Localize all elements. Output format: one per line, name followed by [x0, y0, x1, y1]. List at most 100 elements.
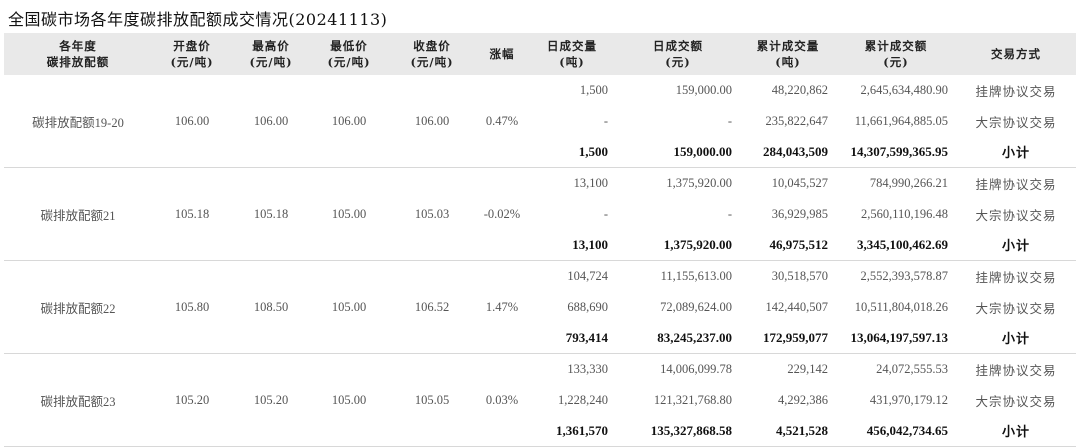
header-open: 开盘价 (元/吨): [152, 33, 232, 75]
daily-amount: 1,375,920.00: [666, 175, 732, 190]
low-price: 105.00: [310, 167, 388, 262]
trade-method: 大宗协议交易: [975, 301, 1057, 316]
table-row: - - 36,929,985 2,560,110,196.48 大宗协议交易: [4, 199, 1076, 230]
daily-amount: 11,155,613.00: [660, 268, 732, 283]
high-price: 105.20: [232, 353, 310, 447]
trade-method: 小计: [956, 229, 1076, 262]
cum-amount: 2,560,110,196.48: [860, 206, 948, 221]
daily-amount: 83,245,237.00: [616, 322, 740, 355]
cum-volume: 30,518,570: [771, 268, 828, 283]
daily-volume: -: [603, 206, 608, 221]
trade-method: 挂牌协议交易: [975, 364, 1057, 379]
trade-method: 挂牌协议交易: [975, 177, 1057, 192]
trade-method: 挂牌协议交易: [975, 84, 1057, 99]
close-price: 106.00: [388, 75, 476, 169]
daily-volume: 13,100: [573, 175, 608, 190]
subtotal-row: 13,100 1,375,920.00 46,975,512 3,345,100,46…: [4, 229, 1076, 262]
daily-amount: 14,006,099.78: [660, 362, 732, 377]
trade-method: 挂牌协议交易: [975, 270, 1057, 285]
daily-volume: 104,724: [567, 268, 608, 283]
daily-amount: 72,089,624.00: [660, 299, 732, 314]
table-row: 688,690 72,089,624.00 142,440,507 10,511,80…: [4, 292, 1076, 323]
cum-amount: 3,345,100,462.69: [836, 229, 956, 262]
header-daily-volume: 日成交量 (吨): [528, 33, 616, 75]
daily-volume: 1,228,240: [558, 392, 608, 407]
trade-method: 小计: [956, 322, 1076, 355]
close-price: 106.52: [388, 260, 476, 355]
header-change: 涨幅: [476, 33, 528, 75]
header-daily-amount: 日成交额 (元): [616, 33, 740, 75]
cum-amount: 456,042,734.65: [836, 415, 956, 447]
cum-amount: 11,661,964,885.05: [854, 113, 948, 128]
cum-volume: 235,822,647: [765, 113, 829, 128]
open-price: 105.18: [152, 167, 232, 262]
open-price: 105.20: [152, 353, 232, 447]
cum-amount: 784,990,266.21: [869, 175, 948, 190]
close-price: 105.03: [388, 167, 476, 262]
daily-amount: 121,321,768.80: [653, 392, 732, 407]
trade-method: 大宗协议交易: [975, 115, 1057, 130]
header-row: 各年度 碳排放配额 开盘价 (元/吨) 最高价 (元/吨) 最低价 (元/吨) …: [4, 33, 1076, 75]
trade-method: 大宗协议交易: [975, 394, 1057, 409]
carbon-trading-table: 各年度 碳排放配额 开盘价 (元/吨) 最高价 (元/吨) 最低价 (元/吨) …: [4, 33, 1076, 447]
table-row: 碳排放配额22 105.80 108.50 105.00 106.52 1.47% 104,…: [4, 260, 1076, 355]
trade-method: 小计: [956, 415, 1076, 447]
cum-amount: 2,645,634,480.90: [860, 82, 949, 97]
low-price: 105.00: [310, 260, 388, 355]
high-price: 105.18: [232, 167, 310, 262]
daily-amount: 159,000.00: [675, 82, 732, 97]
cum-amount: 431,970,179.12: [869, 392, 948, 407]
open-price: 105.80: [152, 260, 232, 355]
page-title: 全国碳市场各年度碳排放配额成交情况(20241113): [8, 10, 388, 29]
header-cum-volume: 累计成交量 (吨): [740, 33, 836, 75]
close-price: 105.05: [388, 353, 476, 447]
price-change: 0.47%: [476, 75, 528, 169]
cum-volume: 229,142: [787, 362, 828, 377]
daily-amount: 159,000.00: [616, 136, 740, 169]
daily-volume: 1,500: [579, 82, 608, 97]
table-row: - - 235,822,647 11,661,964,885.05 大宗协议交易: [4, 106, 1076, 137]
cum-amount: 24,072,555.53: [876, 362, 948, 377]
low-price: 106.00: [310, 75, 388, 169]
daily-amount: -: [727, 206, 732, 221]
header-close: 收盘价 (元/吨): [388, 33, 476, 75]
daily-volume: 133,330: [567, 362, 608, 377]
table-row: 碳排放配额21 105.18 105.18 105.00 105.03 -0.02% 13,…: [4, 167, 1076, 262]
low-price: 105.00: [310, 353, 388, 447]
price-change: 0.03%: [476, 353, 528, 447]
header-high: 最高价 (元/吨): [232, 33, 310, 75]
header-low: 最低价 (元/吨): [310, 33, 388, 75]
subtotal-row: 1,500 159,000.00 284,043,509 14,307,599,365…: [4, 136, 1076, 169]
cum-volume: 46,975,512: [740, 229, 836, 262]
daily-amount: 135,327,868.58: [616, 415, 740, 447]
daily-volume: 13,100: [528, 229, 616, 262]
daily-volume: 1,361,570: [528, 415, 616, 447]
table-row: 1,228,240 121,321,768.80 4,292,386 431,970,…: [4, 385, 1076, 416]
header-allowance: 各年度 碳排放配额: [4, 33, 152, 75]
high-price: 106.00: [232, 75, 310, 169]
cum-amount: 2,552,393,578.87: [860, 268, 949, 283]
allowance-name: 碳排放配额22: [4, 260, 152, 355]
cum-volume: 36,929,985: [771, 206, 828, 221]
table-row: 碳排放配额19-20 106.00 106.00 106.00 106.00 0.47% 1…: [4, 75, 1076, 169]
subtotal-row: 793,414 83,245,237.00 172,959,077 13,064,19…: [4, 322, 1076, 355]
daily-volume: 1,500: [528, 136, 616, 169]
cum-volume: 172,959,077: [740, 322, 836, 355]
price-change: 1.47%: [476, 260, 528, 355]
allowance-name: 碳排放配额23: [4, 353, 152, 447]
cum-amount: 10,511,804,018.26: [854, 299, 948, 314]
cum-amount: 14,307,599,365.95: [836, 136, 956, 169]
table-row: 碳排放配额23 105.20 105.20 105.00 105.05 0.03% 133,…: [4, 353, 1076, 447]
high-price: 108.50: [232, 260, 310, 355]
cum-amount: 13,064,197,597.13: [836, 322, 956, 355]
price-change: -0.02%: [476, 167, 528, 262]
cum-volume: 48,220,862: [771, 82, 828, 97]
header-cum-amount: 累计成交额 (元): [836, 33, 956, 75]
open-price: 106.00: [152, 75, 232, 169]
cum-volume: 284,043,509: [740, 136, 836, 169]
header-method: 交易方式: [956, 33, 1076, 75]
daily-volume: 688,690: [567, 299, 608, 314]
cum-volume: 10,045,527: [771, 175, 828, 190]
trade-method: 大宗协议交易: [975, 208, 1057, 223]
cum-volume: 4,292,386: [778, 392, 828, 407]
